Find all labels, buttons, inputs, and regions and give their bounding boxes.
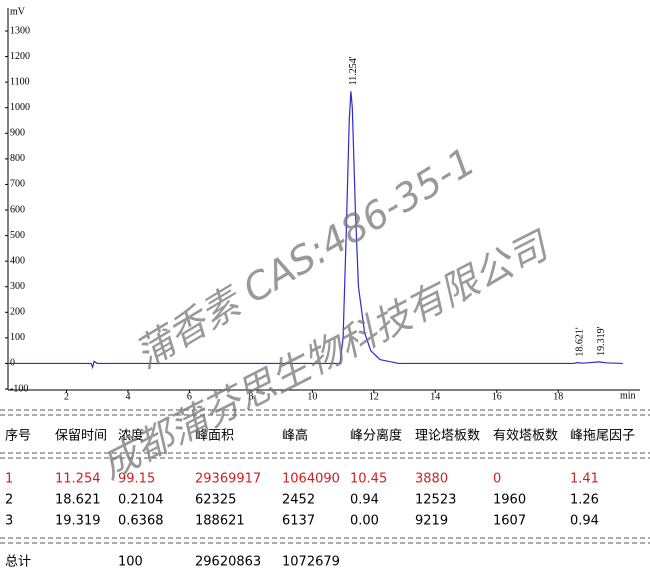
y-tick-label: 500: [10, 230, 25, 241]
table-cell: 3880: [415, 472, 448, 487]
x-tick-label: 6: [187, 391, 192, 402]
table-cell: 1607: [493, 514, 526, 529]
y-tick-label: 1300: [10, 25, 30, 36]
table-cell: 1: [5, 472, 13, 487]
chromatogram-line: [8, 91, 623, 370]
table-cell: 2452: [282, 493, 315, 508]
total-cell: 29620863: [195, 555, 261, 570]
table-cell: 99.15: [118, 472, 155, 487]
table-cell: 2: [5, 493, 13, 508]
table-cell: 1.41: [570, 472, 599, 487]
x-tick-label: 8: [248, 391, 253, 402]
table-cell: 0.94: [570, 514, 599, 529]
table-cell: 29369917: [195, 472, 261, 487]
table-cell: 9219: [415, 514, 448, 529]
table-cell: 19.319: [55, 514, 101, 529]
table-header: 理论塔板数: [415, 429, 480, 444]
table-header: 有效塔板数: [493, 429, 558, 444]
x-tick-label: 12: [369, 391, 379, 402]
y-tick-label: 400: [10, 255, 25, 266]
table-cell: 11.254: [55, 472, 101, 487]
table-cell: 12523: [415, 493, 456, 508]
y-tick-label: 700: [10, 179, 25, 190]
total-cell: 1072679: [282, 555, 340, 570]
y-axis-label: mV: [10, 6, 26, 17]
table-header: 序号: [5, 429, 31, 444]
x-tick-label: 14: [430, 391, 440, 402]
y-tick-label: 300: [10, 281, 25, 292]
total-label: 总计: [5, 555, 31, 570]
table-cell: 1064090: [282, 472, 340, 487]
y-tick-label: -100: [10, 383, 28, 394]
table-rules: [0, 409, 650, 544]
table-cell: 188621: [195, 514, 245, 529]
table-cell: 3: [5, 514, 13, 529]
table-header: 浓度: [118, 428, 144, 444]
x-tick-label: 2: [64, 391, 69, 402]
peak-label: 18.621': [575, 327, 586, 357]
x-tick-label: 10: [307, 391, 317, 402]
peak-label: 19.319': [596, 326, 607, 356]
y-tick-label: 100: [10, 332, 25, 343]
y-tick-label: 800: [10, 153, 25, 164]
table-header: 峰拖尾因子: [570, 429, 635, 444]
x-tick-label: 4: [125, 391, 130, 402]
table-cell: 10.45: [350, 472, 387, 487]
table-cell: 0.00: [350, 514, 379, 529]
table-header: 峰分离度: [350, 428, 402, 444]
peak-label: 11.254': [348, 56, 359, 85]
x-tick-label: 18: [553, 391, 563, 402]
table-cell: 1.26: [570, 493, 599, 508]
table-cell: 0: [493, 472, 501, 487]
y-tick-label: 1200: [10, 51, 30, 62]
table-cell: 18.621: [55, 493, 101, 508]
total-cell: 100: [118, 555, 143, 570]
table-cell: 0.2104: [118, 493, 164, 508]
table-header: 保留时间: [55, 429, 107, 444]
table-cell: 1960: [493, 493, 526, 508]
x-axis-label: min: [620, 390, 636, 401]
table-header: 峰高: [282, 428, 308, 444]
table-cell: 0.6368: [118, 514, 164, 529]
y-tick-label: 1100: [10, 76, 30, 87]
table-cell: 6137: [282, 514, 315, 529]
y-tick-label: 600: [10, 204, 25, 215]
x-tick-label: 16: [492, 391, 502, 402]
y-tick-label: 200: [10, 307, 25, 318]
table-cell: 0.94: [350, 493, 379, 508]
y-tick-label: 900: [10, 128, 25, 139]
table-cell: 62325: [195, 493, 236, 508]
table-header: 峰面积: [195, 429, 234, 444]
y-tick-label: 1000: [10, 102, 30, 113]
